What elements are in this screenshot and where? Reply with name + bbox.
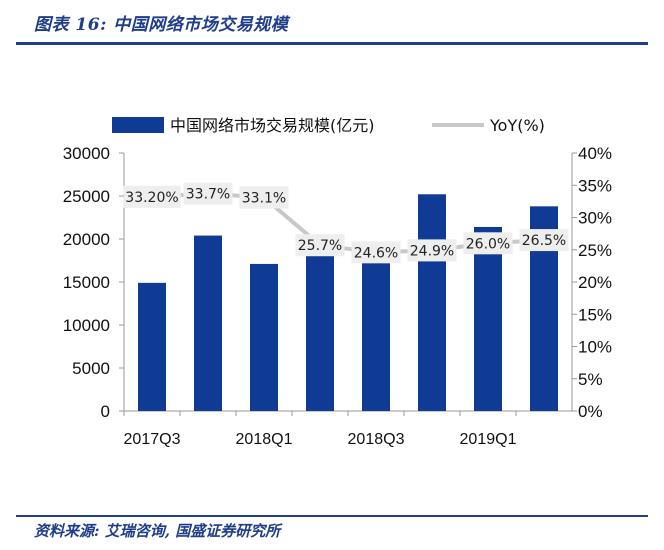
bar bbox=[362, 252, 390, 411]
x-axis-ticks: 2017Q3 2018Q1 2018Q3 2019Q1 bbox=[123, 411, 517, 448]
data-label: 33.1% bbox=[242, 191, 286, 207]
right-tick-label: 25% bbox=[578, 241, 612, 260]
x-tick-label: 2018Q1 bbox=[236, 431, 293, 448]
source-rule bbox=[16, 515, 648, 517]
data-label: 33.7% bbox=[186, 187, 230, 203]
right-tick-label: 40% bbox=[578, 144, 612, 163]
data-label-bg bbox=[407, 239, 457, 262]
left-tick-label: 10000 bbox=[63, 316, 110, 335]
data-label: 24.9% bbox=[410, 243, 454, 259]
left-tick-label: 20000 bbox=[63, 230, 110, 249]
x-tick-label: 2018Q3 bbox=[348, 431, 405, 448]
bar bbox=[306, 249, 334, 411]
data-label-bg bbox=[351, 241, 401, 264]
figure-title: 图表 16: 中国网络市场交易规模 bbox=[34, 15, 289, 35]
bars bbox=[138, 194, 558, 411]
data-labels: 33.20% 33.7% 33.1% 25.7% 24.6% 24.9% 26.0% 26.5… bbox=[123, 182, 569, 264]
legend: 中国网络市场交易规模(亿元) YoY(%) bbox=[112, 116, 545, 135]
legend-bar-label: 中国网络市场交易规模(亿元) bbox=[170, 116, 375, 135]
data-label-bg bbox=[463, 232, 513, 255]
x-tick-label: 2017Q3 bbox=[124, 431, 181, 448]
left-tick-label: 5000 bbox=[72, 359, 110, 378]
left-axis-ticks: 0 5000 10000 15000 20000 25000 30000 bbox=[63, 144, 124, 421]
left-tick-label: 25000 bbox=[63, 187, 110, 206]
data-label: 25.7% bbox=[298, 238, 342, 254]
data-label-bg bbox=[295, 234, 345, 257]
data-label: 26.5% bbox=[522, 233, 566, 249]
legend-line-label: YoY(%) bbox=[489, 116, 545, 135]
right-tick-label: 30% bbox=[578, 209, 612, 228]
data-label-bg bbox=[519, 229, 569, 252]
source-note: 资料来源: 艾瑞咨询, 国盛证券研究所 bbox=[34, 522, 281, 540]
right-tick-label: 10% bbox=[578, 338, 612, 357]
data-label-bg bbox=[123, 185, 181, 208]
data-label: 24.6% bbox=[354, 245, 398, 261]
left-tick-label: 30000 bbox=[63, 144, 110, 163]
right-tick-label: 0% bbox=[578, 402, 603, 421]
legend-bar-swatch bbox=[112, 117, 164, 133]
right-tick-label: 20% bbox=[578, 273, 612, 292]
x-tick-label: 2019Q1 bbox=[460, 431, 517, 448]
right-axis-ticks: 0% 5% 10% 15% 20% 25% 30% 35% 40% bbox=[572, 144, 612, 421]
data-label-bg bbox=[239, 186, 289, 209]
bar bbox=[194, 235, 222, 411]
bar bbox=[138, 282, 166, 411]
data-label: 33.20% bbox=[125, 190, 178, 206]
bar bbox=[418, 194, 446, 411]
right-tick-label: 35% bbox=[578, 176, 612, 195]
data-label-bg bbox=[183, 182, 233, 205]
bar bbox=[250, 263, 278, 411]
left-tick-label: 15000 bbox=[63, 273, 110, 292]
left-tick-label: 0 bbox=[101, 402, 110, 421]
title-rule bbox=[16, 42, 648, 45]
right-tick-label: 15% bbox=[578, 305, 612, 324]
right-tick-label: 5% bbox=[578, 370, 603, 389]
data-label: 26.0% bbox=[466, 236, 510, 252]
combo-chart: 中国网络市场交易规模(亿元) YoY(%) 33.20% 33.7% 33.1% 25… bbox=[63, 116, 612, 448]
bar bbox=[474, 226, 502, 411]
